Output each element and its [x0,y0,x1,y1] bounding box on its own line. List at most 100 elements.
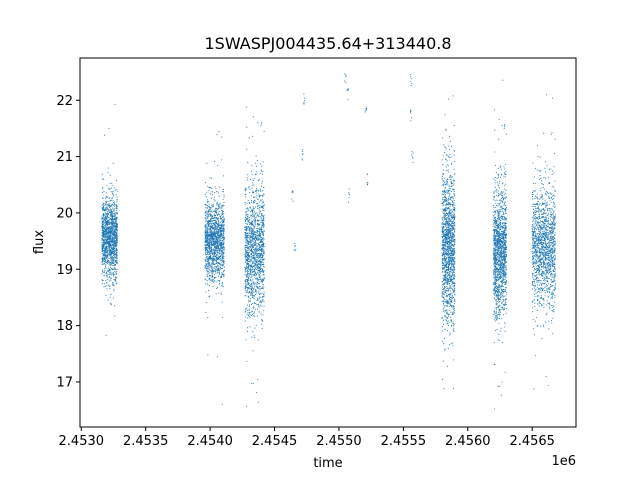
data-point [248,249,250,251]
data-point [205,204,207,206]
data-point [210,215,212,217]
data-point [245,106,247,108]
data-point [221,210,223,212]
data-point [256,247,258,249]
data-point [113,279,115,281]
data-point [111,264,113,266]
data-point [216,216,218,219]
data-point [115,261,117,263]
data-point [104,252,106,254]
data-point [257,215,259,217]
data-point [247,273,249,275]
data-point [262,161,264,163]
data-point [261,229,263,231]
data-point [253,335,255,337]
data-point [109,210,111,212]
data-point [105,334,107,336]
data-point [254,260,256,262]
data-point [101,247,103,249]
data-point [442,205,444,207]
data-point [107,299,109,301]
data-point [110,293,112,295]
data-point [255,284,257,286]
data-point [258,244,260,246]
data-point [256,229,258,232]
data-point [207,209,209,211]
data-point [449,206,451,208]
data-point [101,260,103,263]
data-point [205,210,207,212]
data-point [245,230,248,232]
data-point [445,319,447,321]
data-point [245,316,247,318]
data-point [256,197,258,199]
data-point [443,192,445,195]
data-point [216,271,218,273]
data-point [112,243,114,245]
data-point [244,234,246,236]
data-point [245,308,247,310]
data-point [222,206,224,208]
data-point [110,262,112,264]
data-point [262,200,264,202]
data-point [209,264,211,266]
data-point [115,180,117,182]
data-point [215,220,217,222]
data-point [442,197,444,199]
data-point [256,219,259,221]
data-point [204,207,206,209]
data-point [211,235,213,237]
data-point [105,227,107,229]
data-point [114,305,116,307]
data-point [259,271,261,274]
data-point [247,277,250,279]
data-point [251,276,253,278]
data-point [255,303,257,305]
data-point [104,234,106,236]
data-point [105,223,107,225]
data-point [255,165,257,167]
data-point [113,226,115,228]
data-point [258,270,260,272]
data-point [103,275,105,277]
data-point [443,306,445,308]
data-point [253,292,255,294]
data-point [207,252,209,254]
data-point [252,237,254,239]
data-point [262,251,264,253]
data-point [212,280,214,283]
data-point [245,283,247,285]
data-point [110,209,112,211]
data-point [444,305,446,307]
data-point [207,284,209,286]
data-point [261,260,263,262]
data-point [262,235,264,237]
data-point [254,286,256,288]
data-point [106,238,108,240]
data-point [101,269,104,271]
data-point [215,250,218,252]
data-point [246,287,248,289]
data-point [110,257,112,259]
data-point [251,217,253,219]
data-point [259,213,261,215]
data-point [223,246,225,248]
data-point [109,266,112,268]
data-point [101,258,103,260]
data-point [109,236,112,238]
data-point [260,231,262,233]
data-point [258,339,260,341]
data-point [446,246,449,248]
data-point [249,300,251,302]
data-point [113,232,115,234]
data-point [259,195,261,197]
data-point [446,287,448,289]
data-point [207,241,209,243]
data-point [251,187,253,189]
data-point [107,261,109,263]
data-point [219,273,221,276]
data-point [218,224,220,226]
data-point [257,256,259,258]
data-point [113,208,116,210]
data-point [217,261,219,263]
